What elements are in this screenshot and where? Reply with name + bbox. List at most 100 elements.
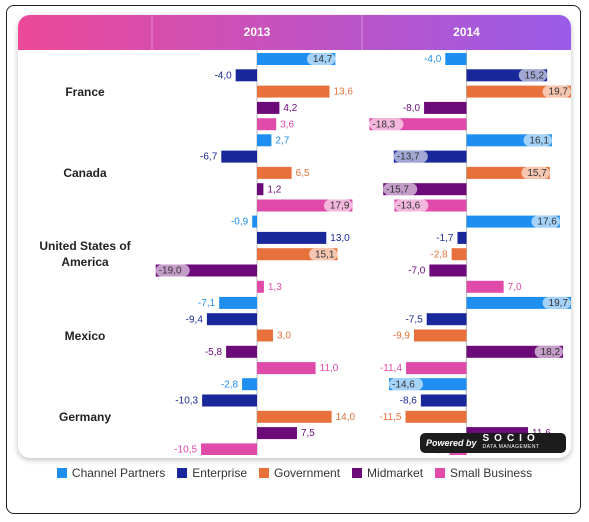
bar [257,134,272,147]
country-label: Germany [58,409,112,424]
value-label: -7,5 [405,314,423,325]
value-label: -6,7 [200,152,218,163]
value-label: 16,1 [529,135,549,146]
value-label: 15,2 [525,70,545,81]
value-label: -0,9 [231,217,249,228]
bar [420,394,467,407]
legend-swatch [435,468,446,478]
value-label: 13,0 [330,233,350,244]
legend-item: Government [259,466,340,480]
value-label: -4,0 [424,54,442,65]
legend-label: Enterprise [192,466,247,480]
bar [429,264,467,277]
label-pill [155,264,190,277]
label-pill [542,85,571,98]
value-label: 17,9 [330,201,350,212]
legend-swatch [177,468,188,478]
legend-swatch [352,468,363,478]
bar [201,443,257,455]
badge-tagline: DATA MANAGEMENT [482,444,540,450]
value-label: -19,0 [159,266,182,277]
value-label: -9,4 [186,314,204,325]
legend-label: Government [274,466,341,480]
panel-title: 2014 [453,25,480,39]
badge-brand: SOCIO DATA MANAGEMENT [482,433,540,451]
value-label: -9,9 [393,331,411,342]
label-pill [389,378,424,391]
label-pill [306,53,336,65]
bar [242,378,257,391]
value-label: 4,2 [283,103,297,114]
legend-label: Channel Partners [71,466,166,480]
value-label: 3,6 [280,119,294,130]
frame [6,5,581,514]
bar [219,296,257,309]
value-label: 14,0 [336,412,356,423]
value-label: 15,1 [315,249,335,260]
bar [406,362,467,375]
bar [413,329,467,342]
bar [206,313,257,326]
value-label: -1,7 [436,233,454,244]
label-pill [534,345,564,358]
legend-swatch [56,468,67,478]
value-label: -4,0 [214,70,232,81]
bar [424,101,467,114]
bar [257,280,264,293]
value-label: -7,1 [198,298,216,309]
value-label: -10,5 [174,445,197,456]
panel-title: 2013 [244,25,271,39]
bar [257,410,332,423]
value-label: -13,7 [397,152,420,163]
value-label: -8,6 [400,396,418,407]
label-pill [542,296,571,309]
bar [252,215,257,228]
bar [257,183,264,196]
value-label: -2,8 [221,379,239,390]
label-pill [309,248,338,261]
bar [445,53,467,65]
value-label: 15,7 [527,168,547,179]
country-label: Mexico [64,328,106,343]
value-label: -7,0 [408,266,426,277]
badge: Powered by SOCIO DATA MANAGEMENT [420,433,566,453]
badge-text: Powered by [426,438,477,448]
value-label: 14,7 [313,54,333,65]
value-label: 18,2 [541,347,561,358]
bar [457,231,467,244]
value-label: -8,0 [403,103,421,114]
badge-name: SOCIO [482,433,540,444]
label-pill [393,150,428,163]
legend-label: Midmarket [367,466,424,480]
value-label: 1,3 [268,282,282,293]
value-label: 1,2 [267,184,281,195]
bar [257,166,292,179]
legend-item: Enterprise [177,466,247,480]
value-label: -18,3 [372,119,395,130]
bar [405,410,467,423]
value-label: -2,8 [430,249,448,260]
value-label: 13,6 [333,87,353,98]
value-label: -11,5 [379,412,401,423]
plot: 14,7 2,7 -0,9 -7,1 -2,8 -4,0 -6,7 13,0 -9,4 -10,3… [155,50,571,456]
value-label: -13,6 [397,201,420,212]
legend-label: Small Business [450,466,533,480]
value-label: 7,5 [301,428,315,439]
country-label: France [65,84,105,99]
label-pill [523,134,552,147]
bar [257,231,327,244]
value-label: 11,0 [320,363,339,374]
bar [426,313,467,326]
value-label: 6,5 [296,168,310,179]
bar [257,329,273,342]
bar [221,150,257,163]
bar [257,427,297,440]
legend-item: Midmarket [352,466,423,480]
value-label: -15,7 [386,184,409,195]
bar [257,101,280,114]
country-label: Canada [63,165,107,180]
value-label: 19,7 [549,87,569,98]
value-label: -10,3 [175,396,198,407]
value-label: -11,4 [380,363,402,374]
